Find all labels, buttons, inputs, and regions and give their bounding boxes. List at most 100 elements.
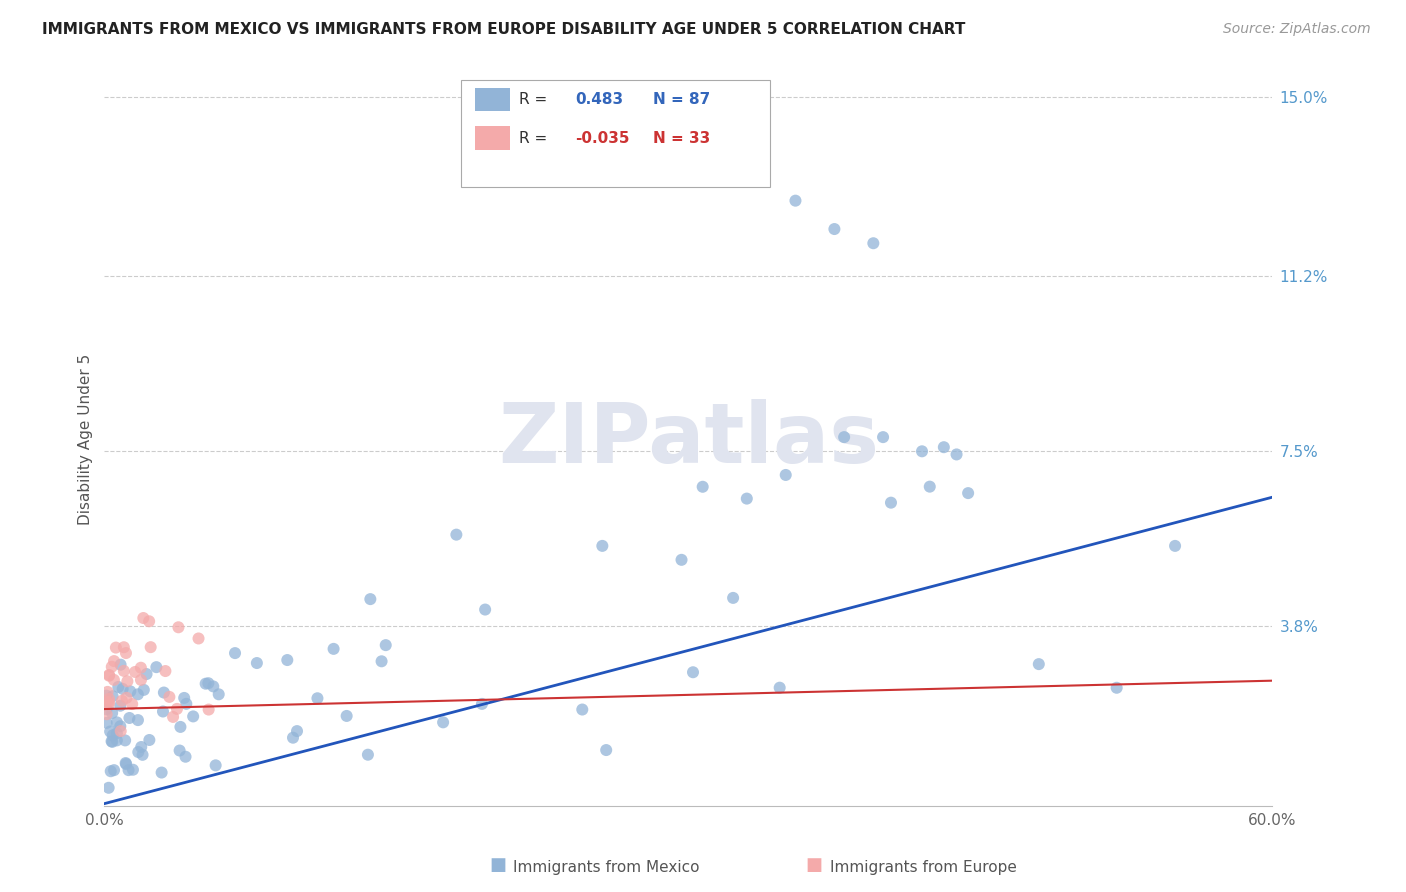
- Point: [96, 702, 118, 716]
- Y-axis label: Disability Age Under 5: Disability Age Under 5: [79, 354, 93, 525]
- Point: [127, 687, 149, 701]
- Point: [957, 486, 980, 500]
- Point: [785, 194, 807, 208]
- Point: [105, 715, 128, 730]
- Point: [152, 705, 174, 719]
- Point: [197, 676, 219, 690]
- Text: ■: ■: [489, 856, 506, 874]
- Point: [187, 632, 209, 646]
- Point: [112, 640, 135, 655]
- Point: [114, 733, 136, 747]
- Point: [208, 687, 231, 701]
- Point: [204, 758, 226, 772]
- Point: [107, 680, 129, 694]
- Point: [104, 640, 127, 655]
- Point: [945, 447, 967, 461]
- Point: [115, 757, 138, 772]
- Point: [823, 222, 845, 236]
- Text: R =: R =: [519, 131, 553, 145]
- Point: [132, 611, 155, 625]
- Point: [880, 496, 903, 510]
- FancyBboxPatch shape: [475, 87, 510, 112]
- Point: [98, 692, 121, 706]
- Point: [167, 620, 190, 634]
- Text: Immigrants from Europe: Immigrants from Europe: [830, 860, 1017, 874]
- Point: [129, 739, 152, 754]
- Point: [197, 702, 219, 716]
- Point: [112, 664, 135, 678]
- Point: [96, 695, 118, 709]
- Point: [129, 661, 152, 675]
- Point: [98, 695, 121, 709]
- Point: [595, 743, 617, 757]
- Point: [769, 681, 792, 695]
- Text: N = 33: N = 33: [654, 131, 710, 145]
- Point: [150, 765, 173, 780]
- Point: [110, 724, 132, 739]
- Point: [281, 731, 304, 745]
- Point: [96, 715, 118, 730]
- Point: [721, 591, 744, 605]
- Text: Immigrants from Mexico: Immigrants from Mexico: [513, 860, 700, 874]
- Point: [111, 694, 134, 708]
- Point: [157, 690, 180, 704]
- Point: [110, 719, 132, 733]
- Text: N = 87: N = 87: [654, 92, 710, 107]
- Point: [103, 654, 125, 668]
- Point: [100, 764, 122, 779]
- Point: [775, 467, 797, 482]
- Point: [118, 711, 141, 725]
- Point: [692, 480, 714, 494]
- Point: [224, 646, 246, 660]
- Point: [117, 674, 139, 689]
- Point: [124, 665, 146, 679]
- Point: [169, 743, 191, 757]
- Point: [276, 653, 298, 667]
- Point: [117, 763, 139, 777]
- Point: [359, 592, 381, 607]
- Point: [103, 673, 125, 687]
- Point: [432, 715, 454, 730]
- Point: [872, 430, 894, 444]
- Point: [98, 724, 121, 739]
- Text: Source: ZipAtlas.com: Source: ZipAtlas.com: [1223, 22, 1371, 37]
- Point: [139, 640, 162, 655]
- Point: [98, 669, 121, 683]
- Text: R =: R =: [519, 92, 553, 107]
- Point: [135, 667, 157, 681]
- Point: [336, 709, 359, 723]
- Point: [176, 697, 198, 711]
- Point: [115, 690, 138, 705]
- Point: [246, 656, 269, 670]
- Point: [832, 430, 855, 444]
- Point: [671, 553, 693, 567]
- Point: [174, 749, 197, 764]
- Text: ■: ■: [806, 856, 823, 874]
- Point: [129, 673, 152, 687]
- Point: [98, 668, 121, 682]
- Point: [194, 676, 217, 690]
- Point: [932, 440, 955, 454]
- Point: [100, 660, 122, 674]
- Point: [110, 698, 132, 713]
- Point: [162, 710, 184, 724]
- Point: [1164, 539, 1187, 553]
- Point: [169, 720, 191, 734]
- Text: ZIPatlas: ZIPatlas: [498, 399, 879, 480]
- Point: [735, 491, 758, 506]
- Point: [115, 646, 138, 660]
- Point: [101, 728, 124, 742]
- Point: [127, 713, 149, 727]
- Point: [202, 680, 225, 694]
- Text: -0.035: -0.035: [575, 131, 630, 145]
- Point: [122, 763, 145, 777]
- Point: [307, 691, 329, 706]
- Point: [1105, 681, 1128, 695]
- Point: [105, 733, 128, 747]
- Point: [285, 724, 308, 739]
- Point: [120, 684, 142, 698]
- Point: [166, 702, 188, 716]
- Point: [1028, 657, 1050, 672]
- Point: [471, 697, 494, 711]
- Point: [96, 689, 118, 703]
